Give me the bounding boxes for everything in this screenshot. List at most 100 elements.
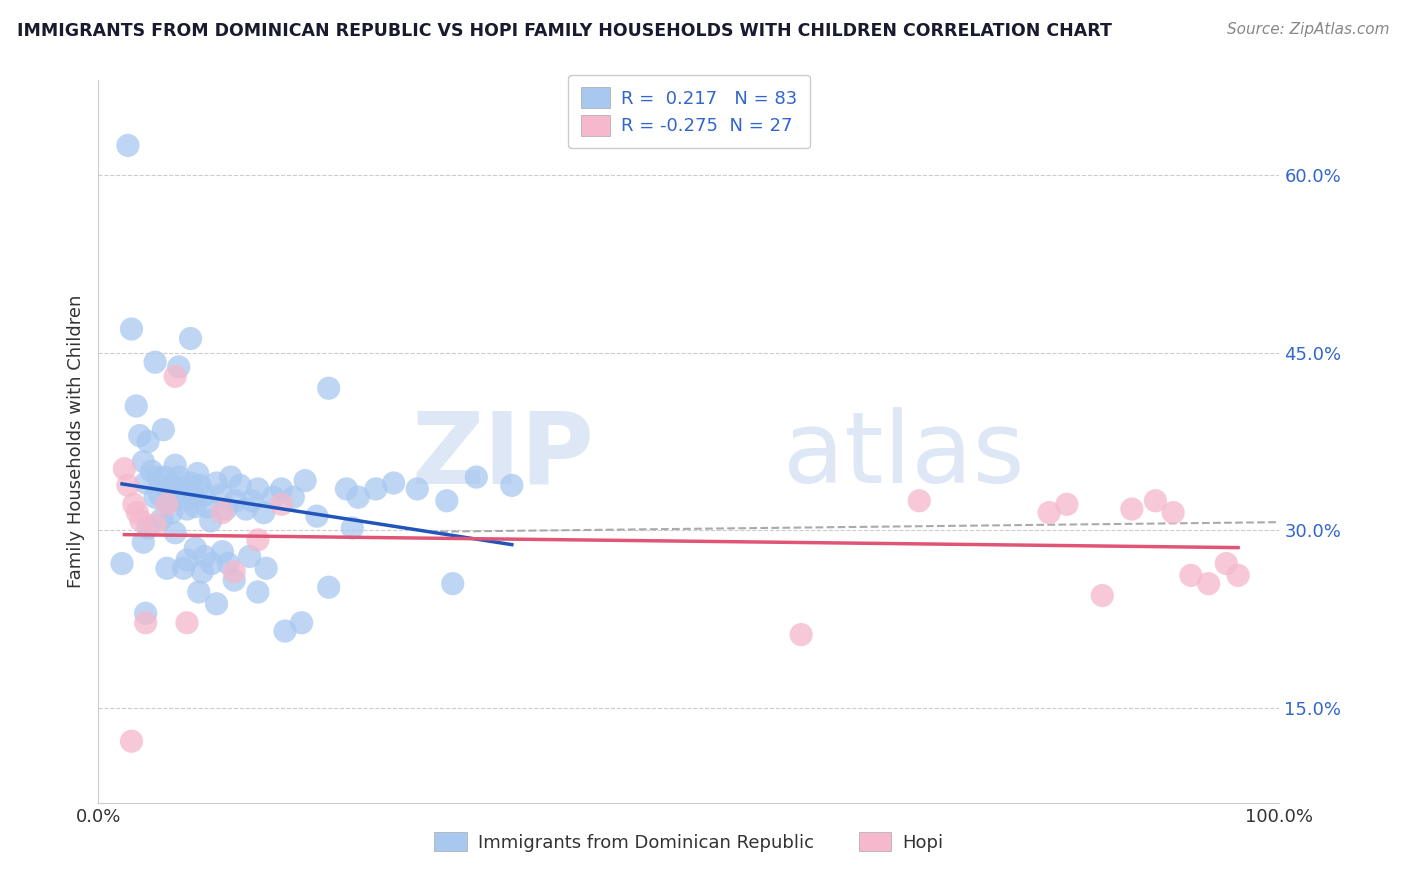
Point	[181, 488, 204, 502]
Point	[262, 490, 284, 504]
Point	[318, 381, 340, 395]
Point	[146, 470, 169, 484]
Point	[180, 475, 202, 490]
Point	[441, 576, 464, 591]
Point	[195, 500, 218, 514]
Point	[152, 423, 174, 437]
Point	[1091, 589, 1114, 603]
Text: IMMIGRANTS FROM DOMINICAN REPUBLIC VS HOPI FAMILY HOUSEHOLDS WITH CHILDREN CORRE: IMMIGRANTS FROM DOMINICAN REPUBLIC VS HO…	[17, 22, 1112, 40]
Point	[135, 475, 157, 490]
Point	[406, 482, 429, 496]
Point	[167, 359, 190, 374]
Point	[165, 458, 187, 473]
Point	[224, 493, 246, 508]
Point	[215, 502, 238, 516]
Point	[160, 506, 183, 520]
Point	[112, 462, 135, 476]
Text: atlas: atlas	[783, 408, 1025, 505]
Point	[165, 525, 187, 540]
Point	[1198, 576, 1220, 591]
Point	[240, 493, 263, 508]
Point	[135, 615, 157, 630]
Point	[217, 557, 239, 571]
Point	[125, 399, 148, 413]
Point	[1227, 568, 1250, 582]
Point	[167, 470, 190, 484]
Point	[382, 475, 405, 490]
Point	[229, 478, 252, 492]
Point	[1215, 557, 1237, 571]
Point	[129, 514, 152, 528]
Point	[128, 428, 150, 442]
Point	[121, 322, 143, 336]
Legend: Immigrants from Dominican Republic, Hopi: Immigrants from Dominican Republic, Hopi	[427, 825, 950, 859]
Point	[205, 475, 228, 490]
Point	[246, 482, 269, 496]
Point	[160, 478, 183, 492]
Point	[136, 434, 159, 449]
Point	[1121, 502, 1143, 516]
Point	[172, 561, 194, 575]
Point	[224, 565, 246, 579]
Point	[200, 514, 222, 528]
Point	[235, 502, 257, 516]
Point	[270, 497, 292, 511]
Point	[187, 585, 209, 599]
Point	[143, 355, 166, 369]
Point	[364, 482, 387, 496]
Point	[211, 544, 233, 558]
Point	[194, 549, 217, 564]
Point	[246, 585, 269, 599]
Point	[165, 369, 187, 384]
Point	[239, 549, 262, 564]
Point	[194, 488, 217, 502]
Point	[136, 521, 159, 535]
Point	[1056, 497, 1078, 511]
Point	[132, 535, 155, 549]
Point	[149, 488, 172, 502]
Y-axis label: Family Households with Children: Family Households with Children	[66, 295, 84, 588]
Point	[111, 557, 134, 571]
Point	[170, 481, 193, 495]
Point	[294, 474, 316, 488]
Point	[246, 533, 269, 547]
Point	[156, 561, 179, 575]
Point	[117, 138, 139, 153]
Point	[1038, 506, 1060, 520]
Point	[184, 541, 207, 556]
Point	[335, 482, 357, 496]
Point	[176, 553, 198, 567]
Point	[1144, 493, 1167, 508]
Point	[176, 502, 198, 516]
Point	[176, 615, 198, 630]
Point	[191, 565, 214, 579]
Point	[117, 478, 139, 492]
Point	[318, 580, 340, 594]
Point	[254, 561, 277, 575]
Point	[253, 506, 276, 520]
Point	[143, 490, 166, 504]
Point	[1161, 506, 1184, 520]
Point	[143, 517, 166, 532]
Point	[305, 509, 328, 524]
Point	[790, 627, 813, 641]
Point	[141, 464, 163, 478]
Point	[184, 500, 207, 514]
Point	[219, 470, 242, 484]
Point	[180, 331, 202, 345]
Point	[436, 493, 458, 508]
Point	[150, 511, 173, 525]
Point	[201, 557, 224, 571]
Text: ZIP: ZIP	[412, 408, 595, 505]
Point	[274, 624, 297, 638]
Point	[135, 607, 157, 621]
Point	[283, 490, 305, 504]
Point	[172, 492, 194, 507]
Point	[156, 497, 179, 511]
Point	[347, 490, 370, 504]
Point	[342, 521, 364, 535]
Point	[270, 482, 292, 496]
Point	[153, 470, 176, 484]
Point	[211, 506, 233, 520]
Point	[1180, 568, 1202, 582]
